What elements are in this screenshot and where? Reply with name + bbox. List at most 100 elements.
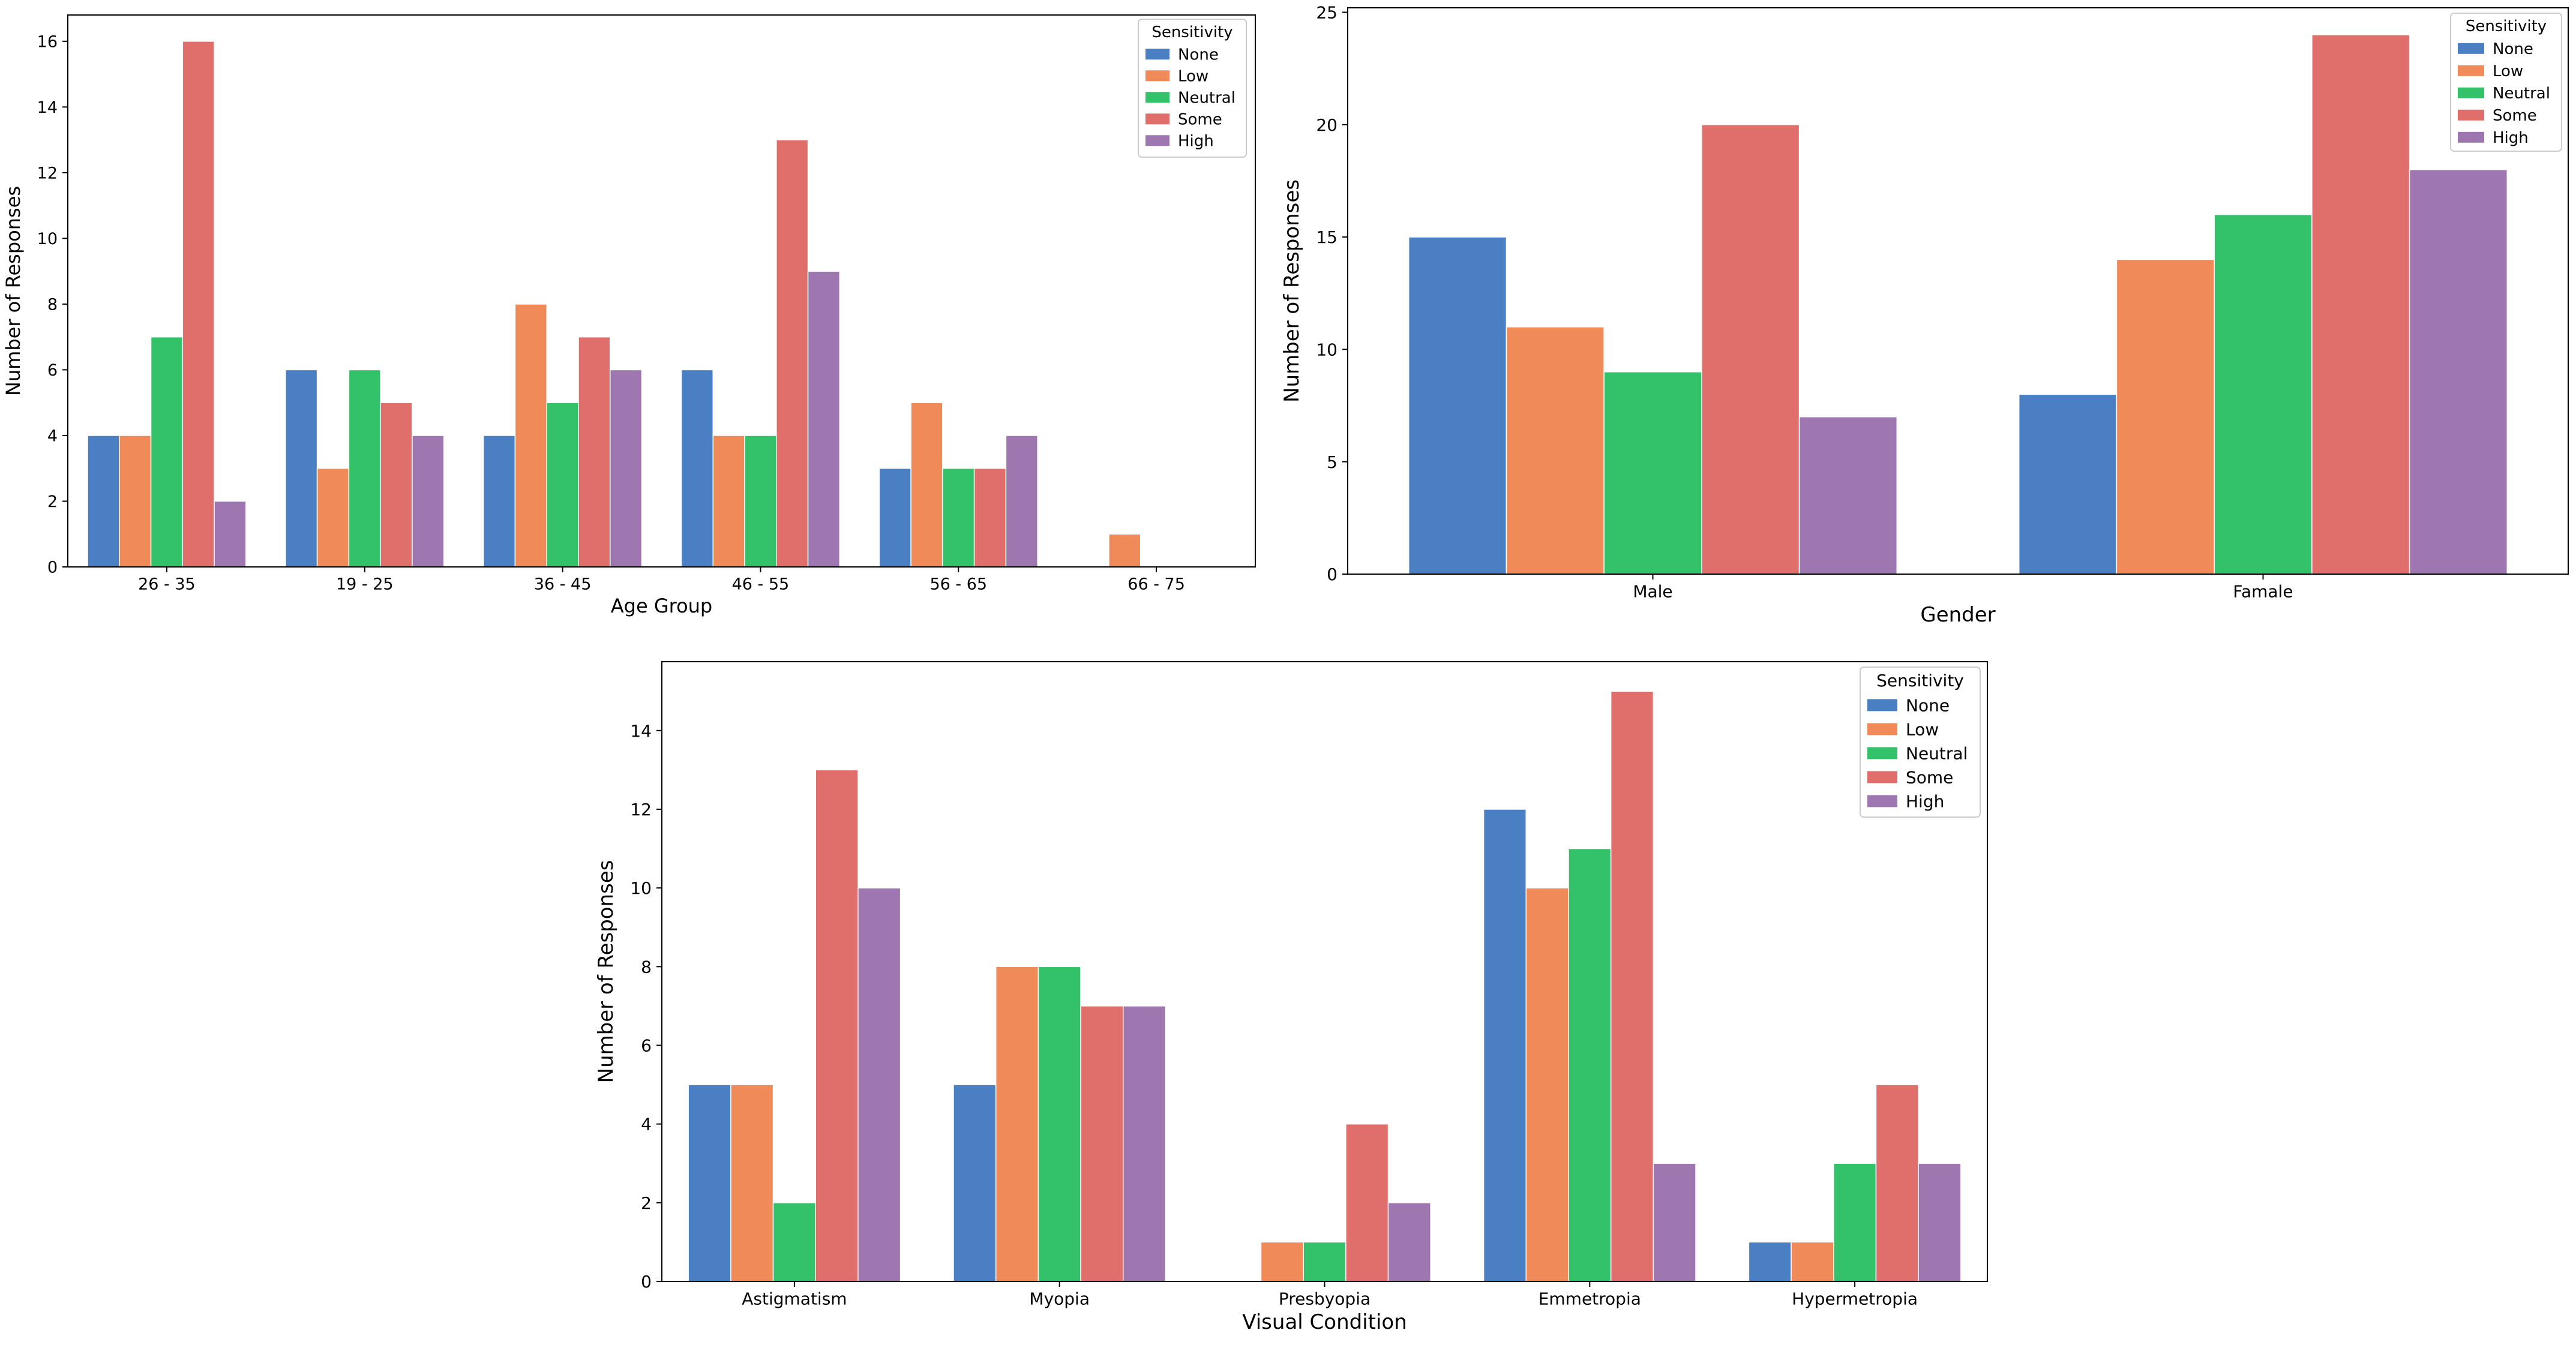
y-tick-label: 10 bbox=[37, 230, 58, 248]
bar-19-25-low bbox=[316, 467, 350, 568]
x-tick-label-emmetropia: Emmetropia bbox=[1539, 1289, 1641, 1308]
bar-astigmatism-none bbox=[688, 1084, 731, 1282]
bar-myopia-some bbox=[1080, 1005, 1124, 1282]
bar-36-45-neutral bbox=[546, 402, 579, 568]
y-tick-label: 8 bbox=[641, 957, 652, 977]
bar-36-45-some bbox=[578, 336, 611, 568]
legend-swatch-none bbox=[1145, 49, 1169, 60]
y-tick-label: 12 bbox=[37, 164, 58, 183]
bar-male-some bbox=[1701, 124, 1800, 575]
bar-famale-some bbox=[2311, 34, 2410, 575]
bar-36-45-high bbox=[609, 369, 643, 568]
y-tick-label: 10 bbox=[630, 878, 652, 898]
legend-swatch-low bbox=[2458, 65, 2484, 76]
x-tick-label-famale: Famale bbox=[2233, 581, 2293, 601]
bar-66-75-low bbox=[1108, 533, 1141, 568]
legend-title: Sensitivity bbox=[1876, 671, 1964, 690]
legend-swatch-some bbox=[1145, 113, 1169, 125]
y-tick-label: 10 bbox=[1316, 340, 1338, 359]
legend: Sensitivity None Low Neutral Some High bbox=[1860, 667, 1981, 818]
y-tick-label: 14 bbox=[630, 721, 652, 741]
bar-19-25-some bbox=[380, 402, 413, 568]
bar-astigmatism-low bbox=[730, 1084, 774, 1282]
legend-label-some: Some bbox=[1178, 111, 1222, 129]
legend-label-neutral: Neutral bbox=[1178, 89, 1235, 107]
bar-46-55-neutral bbox=[744, 435, 777, 568]
x-tick-label-36-45: 36 - 45 bbox=[534, 575, 592, 593]
y-tick-label: 0 bbox=[1327, 565, 1338, 584]
bar-26-35-none bbox=[87, 435, 120, 568]
x-axis-label: Age Group bbox=[611, 595, 712, 617]
bar-famale-neutral bbox=[2214, 214, 2313, 575]
visual-condition-chart: 0 2 4 6 8 10 12 14 Astigmatism Myopia Presbyopia Em… bbox=[594, 661, 1988, 1334]
legend-swatch-neutral bbox=[2458, 87, 2484, 98]
x-axis-label: Visual Condition bbox=[1242, 1310, 1407, 1334]
legend: Sensitivity None Low Neutral Some High bbox=[1138, 19, 1247, 158]
y-axis-label: Number of Responses bbox=[1280, 179, 1304, 403]
age-group-chart: 0 2 4 6 8 10 12 14 16 26 - 35 19 - 25 36 - 45 46 - 5… bbox=[2, 14, 1256, 617]
legend-swatch-none bbox=[1867, 699, 1897, 711]
bar-emmetropia-neutral bbox=[1568, 848, 1612, 1282]
bar-26-35-high bbox=[214, 500, 247, 568]
y-tick-label: 6 bbox=[641, 1036, 652, 1056]
bar-19-25-high bbox=[412, 435, 445, 568]
y-tick-label: 4 bbox=[641, 1115, 652, 1134]
x-tick-label-male: Male bbox=[1633, 581, 1672, 601]
y-tick-label: 12 bbox=[630, 800, 652, 819]
legend-label-low: Low bbox=[1906, 719, 1939, 739]
x-tick-label-hypermetropia: Hypermetropia bbox=[1792, 1289, 1918, 1308]
bar-male-none bbox=[1408, 236, 1507, 575]
legend-swatch-low bbox=[1867, 723, 1897, 735]
bar-56-65-high bbox=[1005, 435, 1038, 568]
legend-swatch-some bbox=[2458, 109, 2484, 121]
bar-56-65-low bbox=[910, 402, 943, 568]
legend-label-none: None bbox=[1906, 695, 1950, 715]
bar-26-35-some bbox=[182, 41, 215, 568]
y-tick-label: 4 bbox=[47, 427, 58, 446]
bar-emmetropia-low bbox=[1525, 887, 1569, 1282]
bar-26-35-neutral bbox=[150, 336, 184, 568]
legend-swatch-high bbox=[1867, 795, 1897, 807]
bar-hypermetropia-neutral bbox=[1833, 1163, 1877, 1282]
legend-swatch-high bbox=[2458, 131, 2484, 143]
legend-label-high: High bbox=[1178, 133, 1214, 151]
bar-19-25-none bbox=[285, 369, 318, 568]
bar-hypermetropia-high bbox=[1918, 1163, 1962, 1282]
legend-label-low: Low bbox=[1178, 68, 1208, 86]
bar-astigmatism-neutral bbox=[772, 1202, 816, 1282]
legend-swatch-neutral bbox=[1867, 747, 1897, 759]
legend-label-some: Some bbox=[1906, 767, 1953, 787]
bar-emmetropia-high bbox=[1653, 1163, 1696, 1282]
y-axis-label: Number of Responses bbox=[2, 186, 25, 396]
bar-presbyopia-low bbox=[1260, 1241, 1304, 1282]
bar-46-55-some bbox=[776, 139, 809, 568]
legend-swatch-neutral bbox=[1145, 92, 1169, 103]
bar-male-neutral bbox=[1603, 371, 1702, 575]
bar-36-45-low bbox=[514, 304, 547, 568]
y-tick-label: 16 bbox=[37, 33, 58, 52]
x-axis-label: Gender bbox=[1920, 603, 1995, 627]
bar-myopia-high bbox=[1122, 1005, 1166, 1282]
y-tick-label: 20 bbox=[1316, 115, 1338, 135]
x-tick-label-66-75: 66 - 75 bbox=[1127, 575, 1185, 593]
x-tick-label-46-55: 46 - 55 bbox=[732, 575, 790, 593]
y-tick-label: 15 bbox=[1316, 227, 1338, 247]
x-tick-label-myopia: Myopia bbox=[1029, 1289, 1090, 1308]
legend-swatch-none bbox=[2458, 43, 2484, 54]
plot-frame bbox=[1347, 7, 2569, 575]
x-tick-label-26-35: 26 - 35 bbox=[138, 575, 196, 593]
bar-presbyopia-high bbox=[1387, 1202, 1431, 1282]
bar-19-25-neutral bbox=[348, 369, 381, 568]
bar-46-55-none bbox=[680, 369, 714, 568]
legend-swatch-some bbox=[1867, 771, 1897, 783]
bar-famale-none bbox=[2018, 394, 2118, 575]
bar-emmetropia-some bbox=[1610, 690, 1654, 1282]
bar-46-55-high bbox=[807, 271, 841, 568]
bar-myopia-none bbox=[953, 1084, 997, 1282]
y-tick-label: 2 bbox=[641, 1193, 652, 1213]
bar-male-low bbox=[1506, 326, 1605, 575]
legend-label-some: Some bbox=[2493, 107, 2537, 125]
y-tick-label: 6 bbox=[47, 361, 58, 380]
y-tick-label: 2 bbox=[47, 493, 58, 511]
